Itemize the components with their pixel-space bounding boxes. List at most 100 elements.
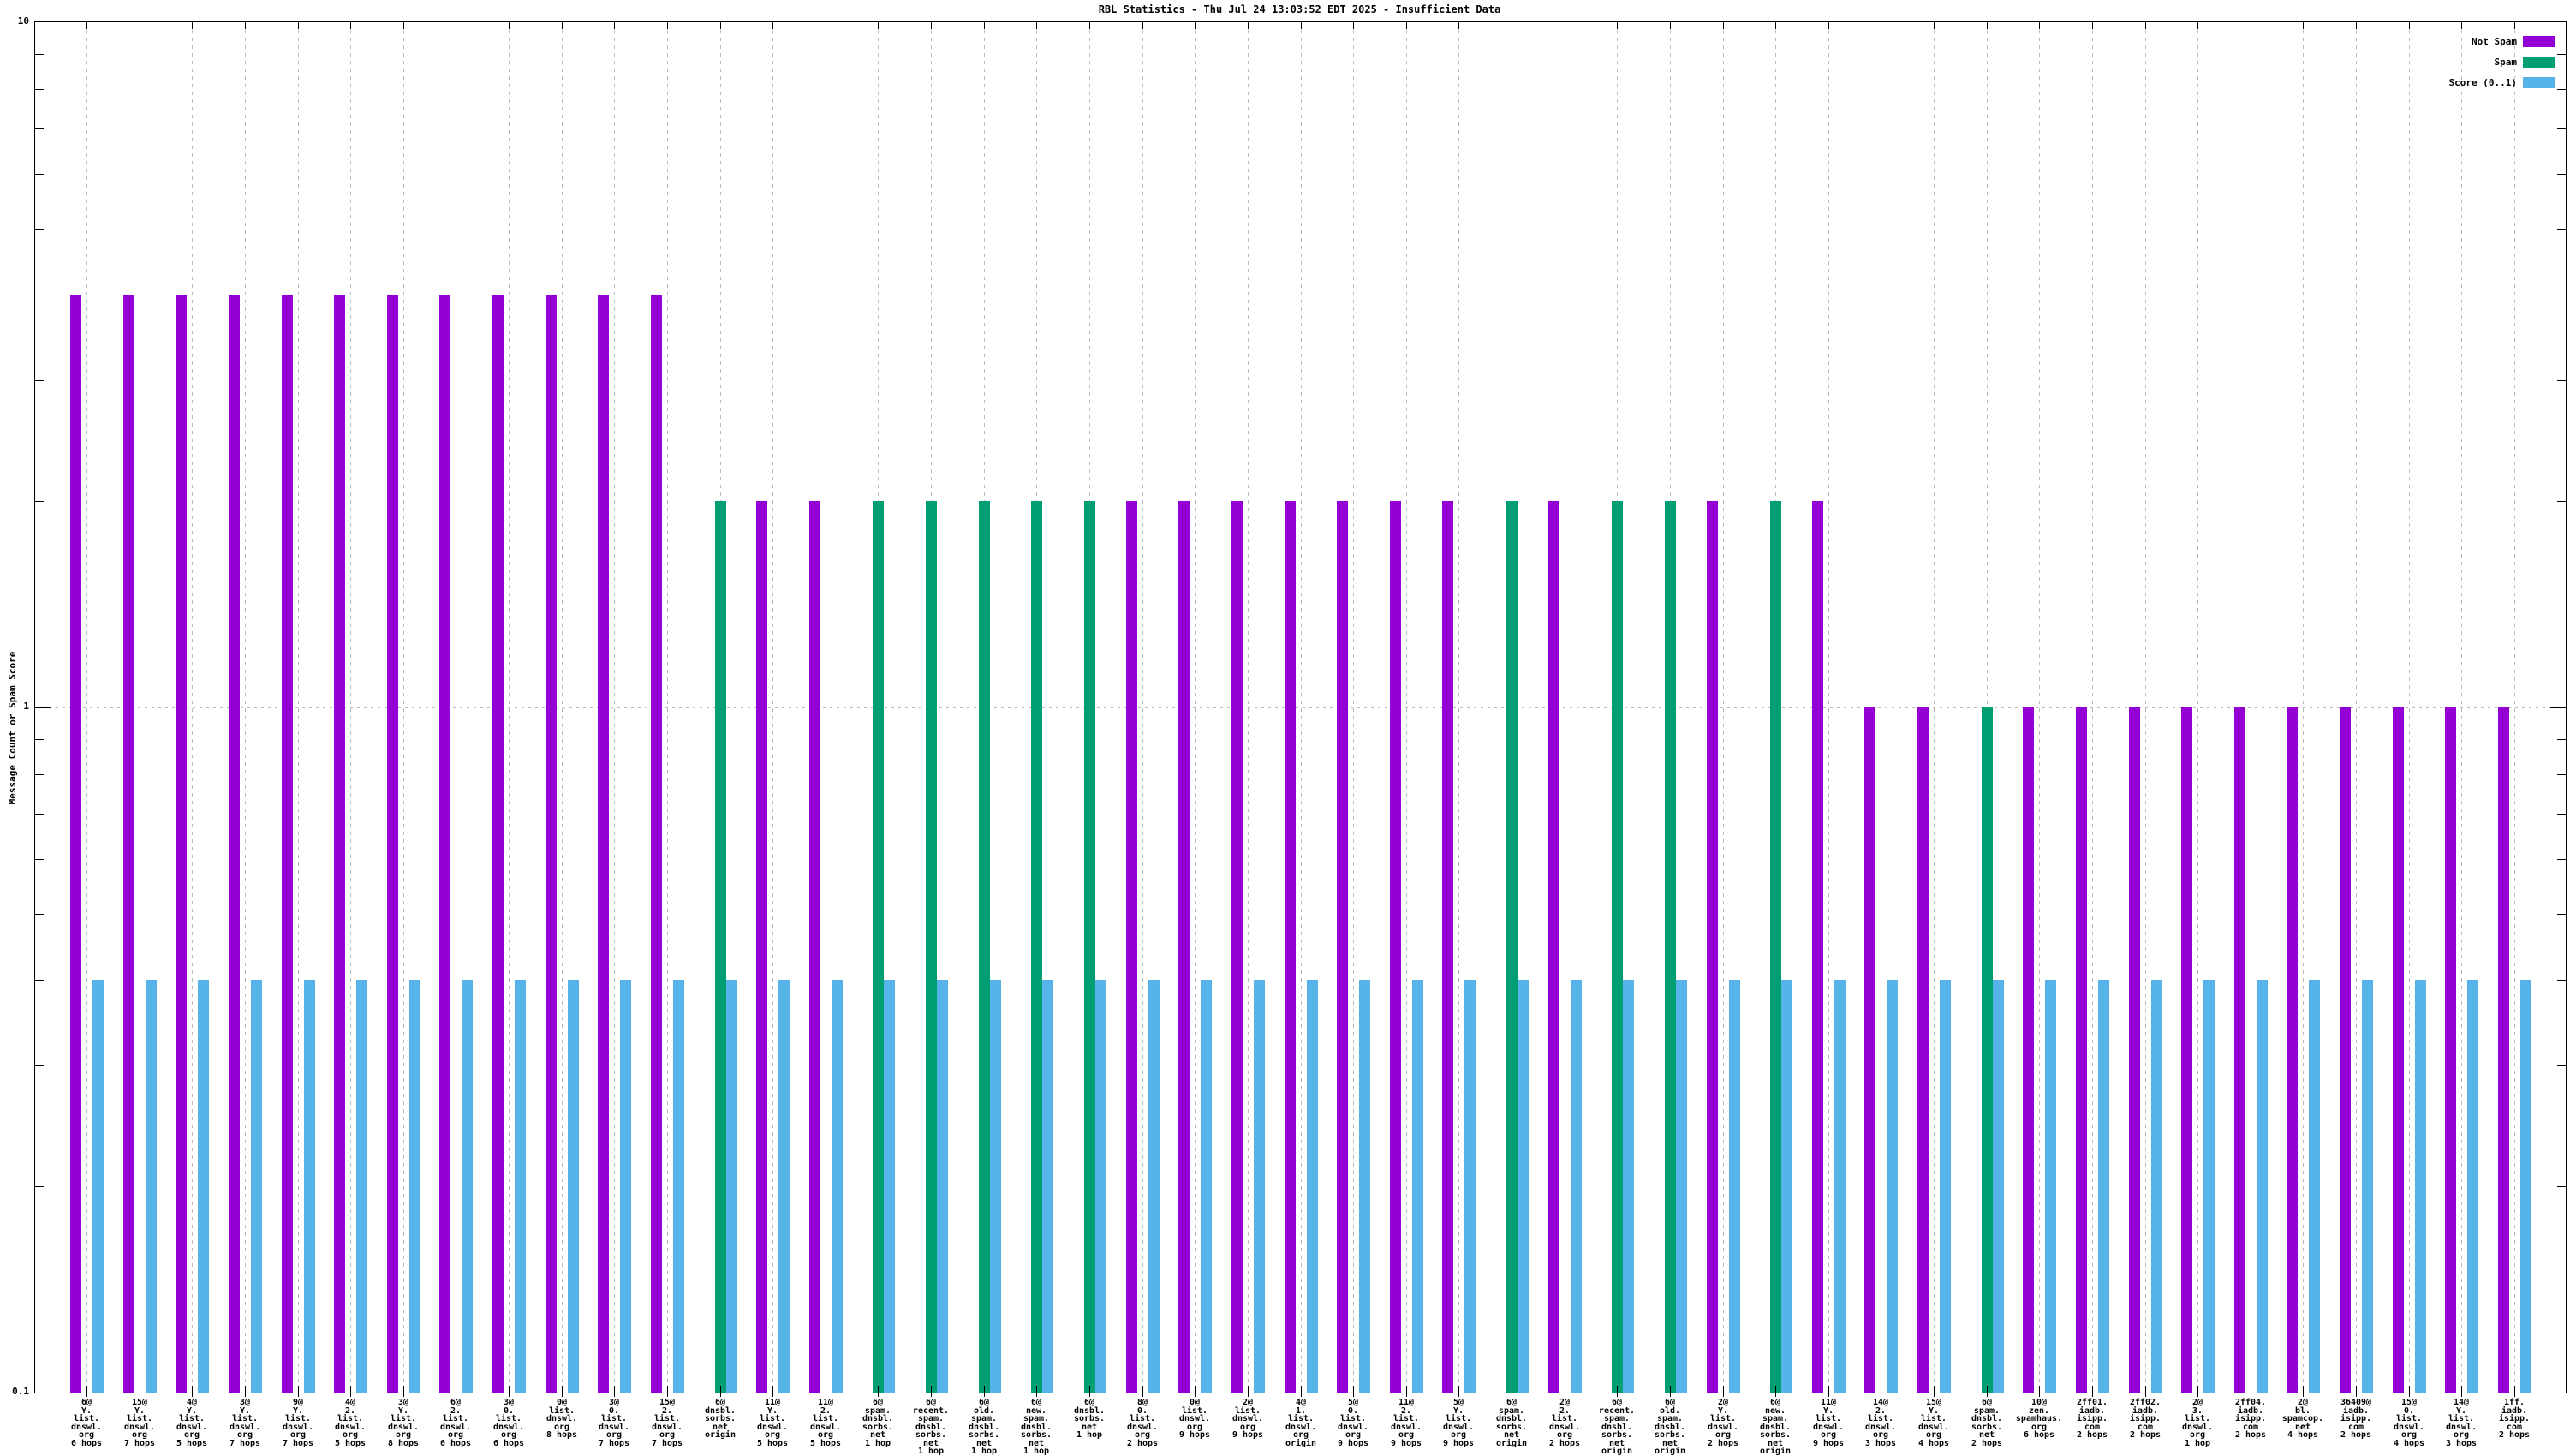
x-tick-top-6 (350, 22, 351, 29)
bar-not-spam-46 (2445, 707, 2456, 1393)
y-minor-tick-right-0.9 (2557, 739, 2566, 740)
plot-area: 6@ Y. list. dnswl. org 6 hops 15@ Y. list… (34, 21, 2567, 1456)
x-axis-labels: 6@ Y. list. dnswl. org 6 hops 15@ Y. list… (35, 22, 2566, 1456)
bar-not-spam-14 (756, 501, 767, 1393)
x-tick-4 (245, 1386, 246, 1397)
bar-score-0-1-36 (1940, 980, 1951, 1393)
bar-score-0-1-44 (2362, 980, 2373, 1393)
legend: Not Spam Spam Score (0..1) (2449, 36, 2555, 98)
x-label-26: 11@ 2. list. dnswl. org 9 hops (1390, 1398, 1422, 1448)
x-tick-top-40 (2145, 22, 2146, 29)
bar-spam-31 (1665, 501, 1676, 1393)
x-label-7: 3@ Y. list. dnswl. org 8 hops (387, 1398, 420, 1448)
bar-score-0-1-18 (990, 980, 1001, 1393)
legend-label-score: Score (0..1) (2448, 76, 2517, 88)
x-label-40: 2ff02. iadb. isipp. com 2 hops (2129, 1398, 2162, 1440)
y-minor-tick-left-0.8 (35, 774, 44, 775)
bar-score-0-1-47 (2520, 980, 2531, 1393)
y-minor-tick-left-2 (35, 501, 44, 502)
x-tick-19 (1036, 1386, 1037, 1397)
bar-score-0-1-12 (673, 980, 684, 1393)
x-tick-top-7 (403, 22, 404, 29)
bar-score-0-1-8 (462, 980, 473, 1393)
bar-not-spam-44 (2340, 707, 2351, 1393)
y-minor-tick-left-7 (35, 128, 44, 129)
legend-row-score: Score (0..1) (2449, 77, 2555, 88)
y-minor-tick-right-0.4 (2557, 980, 2566, 981)
bar-not-spam-1 (70, 295, 81, 1393)
bar-score-0-1-25 (1359, 980, 1370, 1393)
x-label-39: 2ff01. iadb. isipp. com 2 hops (2076, 1398, 2108, 1440)
x-tick-26 (1406, 1386, 1407, 1397)
bar-not-spam-42 (2234, 707, 2245, 1393)
y-minor-tick-right-2 (2557, 501, 2566, 502)
bar-not-spam-45 (2393, 707, 2404, 1393)
x-label-47: 1ff. iadb. isipp. com 2 hops (2498, 1398, 2531, 1440)
x-tick-46 (2461, 1386, 2462, 1397)
x-label-35: 14@ 2. list. dnswl. org 3 hops (1864, 1398, 1897, 1448)
y-minor-tick-left-9 (35, 54, 44, 55)
bar-not-spam-26 (1390, 501, 1401, 1393)
x-label-23: 2@ list. dnswl. org 9 hops (1231, 1398, 1264, 1440)
x-label-14: 11@ Y. list. dnswl. org 5 hops (756, 1398, 789, 1448)
legend-label-not-spam: Not Spam (2472, 35, 2517, 47)
x-label-21: 8@ 0. list. dnswl. org 2 hops (1126, 1398, 1159, 1448)
x-tick-top-23 (1248, 22, 1249, 29)
bar-score-0-1-3 (198, 980, 209, 1393)
x-tick-top-3 (192, 22, 193, 29)
x-tick-25 (1353, 1386, 1354, 1397)
x-tick-43 (2303, 1386, 2304, 1397)
bar-spam-16 (873, 501, 884, 1393)
x-label-17: 6@ recent. spam. dnsbl. sorbs. net 1 hop (912, 1398, 950, 1456)
y-minor-tick-left-0.9 (35, 739, 44, 740)
bar-not-spam-34 (1812, 501, 1823, 1393)
bar-not-spam-35 (1864, 707, 1875, 1393)
bar-score-0-1-17 (937, 980, 948, 1393)
y-major-tick-left-1 (35, 707, 51, 708)
x-label-11: 3@ 0. list. dnswl. org 7 hops (598, 1398, 630, 1448)
x-tick-44 (2356, 1386, 2357, 1397)
bar-score-0-1-27 (1464, 980, 1476, 1393)
x-label-42: 2ff04. iadb. isipp. com 2 hops (2234, 1398, 2267, 1440)
x-label-28: 6@ spam. dnsbl. sorbs. net origin (1495, 1398, 1528, 1448)
bar-not-spam-32 (1707, 501, 1718, 1393)
bar-score-0-1-30 (1623, 980, 1634, 1393)
x-tick-top-44 (2356, 22, 2357, 29)
bar-score-0-1-40 (2151, 980, 2162, 1393)
bar-score-0-1-26 (1412, 980, 1423, 1393)
legend-swatch-not-spam-icon (2523, 36, 2555, 47)
x-tick-top-26 (1406, 22, 1407, 29)
x-tick-top-36 (1934, 22, 1935, 29)
x-tick-27 (1458, 1386, 1459, 1397)
y-minor-tick-left-6 (35, 174, 44, 175)
x-tick-41 (2197, 1386, 2198, 1397)
bar-score-0-1-39 (2098, 980, 2109, 1393)
bar-score-0-1-43 (2309, 980, 2320, 1393)
bar-score-0-1-38 (2045, 980, 2056, 1393)
x-tick-top-1 (86, 22, 87, 29)
bar-score-0-1-11 (620, 980, 631, 1393)
bar-not-spam-6 (334, 295, 345, 1393)
x-label-22: 0@ list. dnswl. org 9 hops (1178, 1398, 1211, 1440)
x-label-44: 36409@ iadb. isipp. com 2 hops (2340, 1398, 2372, 1440)
bar-spam-30 (1612, 501, 1623, 1393)
y-minor-tick-right-0.2 (2557, 1186, 2566, 1187)
bar-score-0-1-20 (1095, 980, 1106, 1393)
legend-row-not-spam: Not Spam (2449, 36, 2555, 47)
bar-score-0-1-34 (1834, 980, 1846, 1393)
y-minor-tick-right-0.5 (2557, 914, 2566, 915)
bar-not-spam-7 (387, 295, 398, 1393)
x-tick-top-25 (1353, 22, 1354, 29)
x-tick-11 (614, 1386, 615, 1397)
x-label-31: 6@ old. spam. dnsbl. sorbs. net origin (1654, 1398, 1686, 1456)
bar-score-0-1-32 (1729, 980, 1740, 1393)
bar-not-spam-27 (1442, 501, 1453, 1393)
bar-not-spam-4 (229, 295, 240, 1393)
x-label-10: 0@ list. dnswl. org 8 hops (546, 1398, 578, 1440)
x-label-12: 15@ 2. list. dnswl. org 7 hops (651, 1398, 683, 1448)
bar-not-spam-38 (2023, 707, 2034, 1393)
bar-not-spam-9 (492, 295, 504, 1393)
x-tick-top-47 (2514, 22, 2515, 29)
y-minor-tick-left-0.2 (35, 1186, 44, 1187)
